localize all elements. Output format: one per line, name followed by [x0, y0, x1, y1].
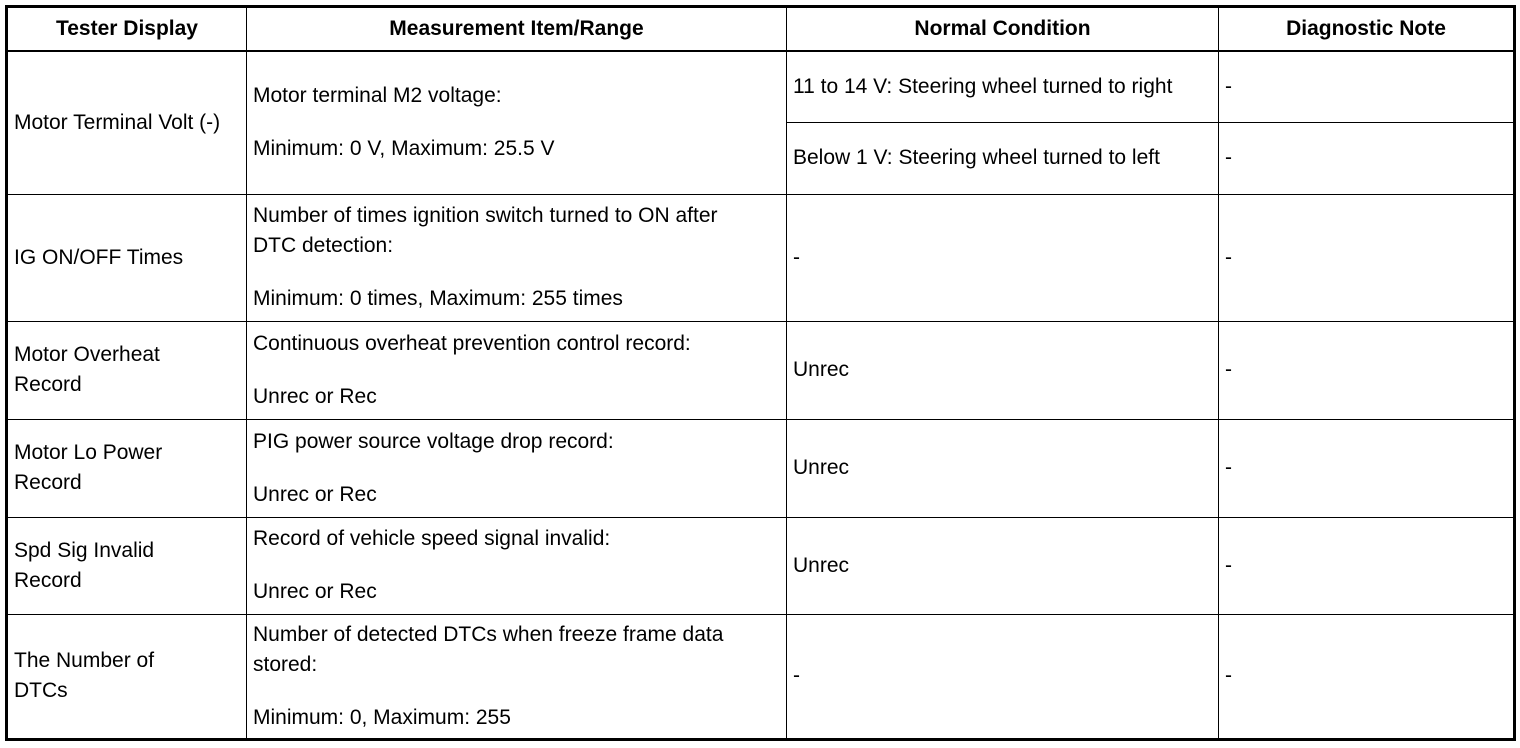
- measurement-cell: Number of detected DTCs when freeze fram…: [246, 613, 787, 740]
- measurement-range: Minimum: 0 V, Maximum: 25.5 V: [253, 137, 555, 161]
- measurement-cell: Motor terminal M2 voltage: Minimum: 0 V,…: [246, 50, 787, 195]
- diagnostic-note-cell: -: [1218, 516, 1515, 615]
- diagnostic-note-cell: -: [1218, 320, 1515, 420]
- measurement-item: Continuous overheat prevention control r…: [253, 331, 691, 355]
- normal-condition-cell: -: [786, 193, 1219, 322]
- measurement-item: Number of times ignition switch turned t…: [253, 204, 718, 257]
- measurement-cell: Continuous overheat prevention control r…: [246, 320, 787, 420]
- measurement-range: Unrec or Rec: [253, 580, 377, 603]
- header-diagnostic-note: Diagnostic Note: [1218, 6, 1515, 52]
- normal-condition-cell: -: [786, 613, 1219, 740]
- header-measurement: Measurement Item/Range: [246, 6, 787, 52]
- tester-display-cell: IG ON/OFF Times: [6, 193, 247, 322]
- header-tester-display: Tester Display: [6, 6, 247, 52]
- normal-condition-cell: Unrec: [786, 516, 1219, 615]
- measurement-cell: PIG power source voltage drop record: Un…: [246, 418, 787, 518]
- measurement-item: Number of detected DTCs when freeze fram…: [253, 622, 724, 676]
- table-row: Motor Overheat Record Continuous overhea…: [6, 320, 1515, 420]
- tester-display-cell: Motor Terminal Volt (-): [6, 50, 247, 195]
- diagnostic-note-cell: -: [1218, 418, 1515, 518]
- measurement-range: Unrec or Rec: [253, 482, 377, 506]
- measurement-cell: Record of vehicle speed signal invalid: …: [246, 516, 787, 615]
- header-normal-condition: Normal Condition: [786, 6, 1219, 52]
- table-row: IG ON/OFF Times Number of times ignition…: [6, 193, 1515, 322]
- table-row: Motor Lo Power Record PIG power source v…: [6, 418, 1515, 518]
- diagnostic-note-cell: -: [1218, 121, 1515, 195]
- measurement-cell: Number of times ignition switch turned t…: [246, 193, 787, 322]
- table-row: The Number of DTCs Number of detected DT…: [6, 613, 1515, 740]
- tester-display-cell: The Number of DTCs: [6, 613, 247, 740]
- tester-display-cell: Motor Lo Power Record: [6, 418, 247, 518]
- diagnostic-note-cell: -: [1218, 193, 1515, 322]
- header-row: Tester Display Measurement Item/Range No…: [6, 6, 1515, 52]
- tester-display-cell: Motor Overheat Record: [6, 320, 247, 420]
- measurement-item: Record of vehicle speed signal invalid:: [253, 527, 611, 550]
- table-row: Spd Sig Invalid Record Record of vehicle…: [6, 516, 1515, 615]
- diagnostic-note-cell: -: [1218, 50, 1515, 123]
- data-list-table: Tester Display Measurement Item/Range No…: [5, 5, 1516, 741]
- diagnostic-note-cell: -: [1218, 613, 1515, 740]
- measurement-range: Unrec or Rec: [253, 384, 377, 408]
- measurement-range: Minimum: 0, Maximum: 255: [253, 705, 511, 729]
- normal-condition-cell: Below 1 V: Steering wheel turned to left: [786, 121, 1219, 195]
- tester-display-cell: Spd Sig Invalid Record: [6, 516, 247, 615]
- table-row: Motor Terminal Volt (-) Motor terminal M…: [6, 50, 1515, 195]
- normal-condition-cell: Unrec: [786, 418, 1219, 518]
- normal-condition-cell: Unrec: [786, 320, 1219, 420]
- measurement-item: PIG power source voltage drop record:: [253, 429, 614, 453]
- measurement-range: Minimum: 0 times, Maximum: 255 times: [253, 287, 623, 310]
- measurement-item: Motor terminal M2 voltage:: [253, 84, 502, 108]
- table-row: Below 1 V: Steering wheel turned to left…: [7, 121, 1515, 195]
- normal-condition-cell: 11 to 14 V: Steering wheel turned to rig…: [786, 50, 1219, 123]
